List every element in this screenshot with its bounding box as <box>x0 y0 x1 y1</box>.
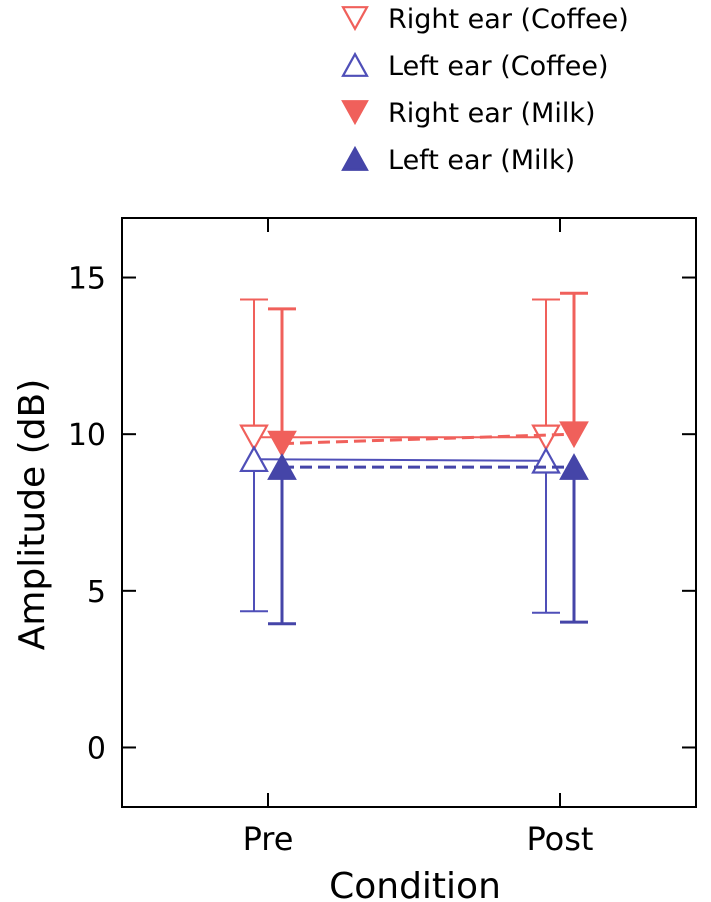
data-point-right-ear-coffee-post <box>531 424 561 452</box>
legend-item-right-ear-milk: Right ear (Milk) <box>341 98 596 129</box>
series-line-right-ear-milk <box>281 432 575 446</box>
x-tick-label-pre: Pre <box>243 820 294 858</box>
series-right-ear-coffee <box>239 298 561 452</box>
y-axis-title: Amplitude (dB) <box>12 379 53 651</box>
data-point-left-ear-coffee-pre <box>239 445 269 473</box>
series-left-ear-milk <box>267 453 589 626</box>
data-point-right-ear-milk-post <box>559 421 589 449</box>
legend-marker-left-ear-coffee <box>341 51 369 77</box>
legend-marker-right-ear-milk <box>341 100 369 126</box>
legend-item-left-ear-coffee: Left ear (Coffee) <box>341 51 608 82</box>
legend-marker-right-ear-coffee <box>341 6 369 32</box>
plot-frame <box>121 217 697 808</box>
legend: Right ear (Coffee) Left ear (Coffee) Right… <box>341 4 629 176</box>
legend-item-left-ear-milk: Left ear (Milk) <box>341 145 575 176</box>
x-axis-title: Condition <box>329 866 501 902</box>
y-tick-label-0: 0 <box>87 731 106 766</box>
data-point-right-ear-coffee-pre <box>239 424 269 452</box>
y-tick-label-10: 10 <box>68 418 106 453</box>
legend-item-right-ear-coffee: Right ear (Coffee) <box>341 4 629 35</box>
legend-label-right-ear-coffee: Right ear (Coffee) <box>388 4 629 35</box>
axes: 0 5 10 15 Pre Post Condition Amplitude (dB) <box>12 217 697 902</box>
legend-marker-left-ear-milk <box>341 145 369 171</box>
legend-label-left-ear-coffee: Left ear (Coffee) <box>388 51 608 82</box>
series-line-left-ear-coffee <box>253 458 547 462</box>
data-point-left-ear-milk-post <box>559 453 589 480</box>
series-right-ear-milk <box>267 291 589 458</box>
y-tick-label-15: 15 <box>68 262 106 297</box>
legend-label-left-ear-milk: Left ear (Milk) <box>388 145 575 176</box>
data-point-left-ear-milk-pre <box>267 453 297 480</box>
y-tick-label-5: 5 <box>87 575 106 610</box>
data-point-right-ear-milk-pre <box>267 430 297 458</box>
x-tick-label-post: Post <box>527 820 594 858</box>
plot-area <box>239 291 589 626</box>
legend-label-right-ear-milk: Right ear (Milk) <box>388 98 596 129</box>
